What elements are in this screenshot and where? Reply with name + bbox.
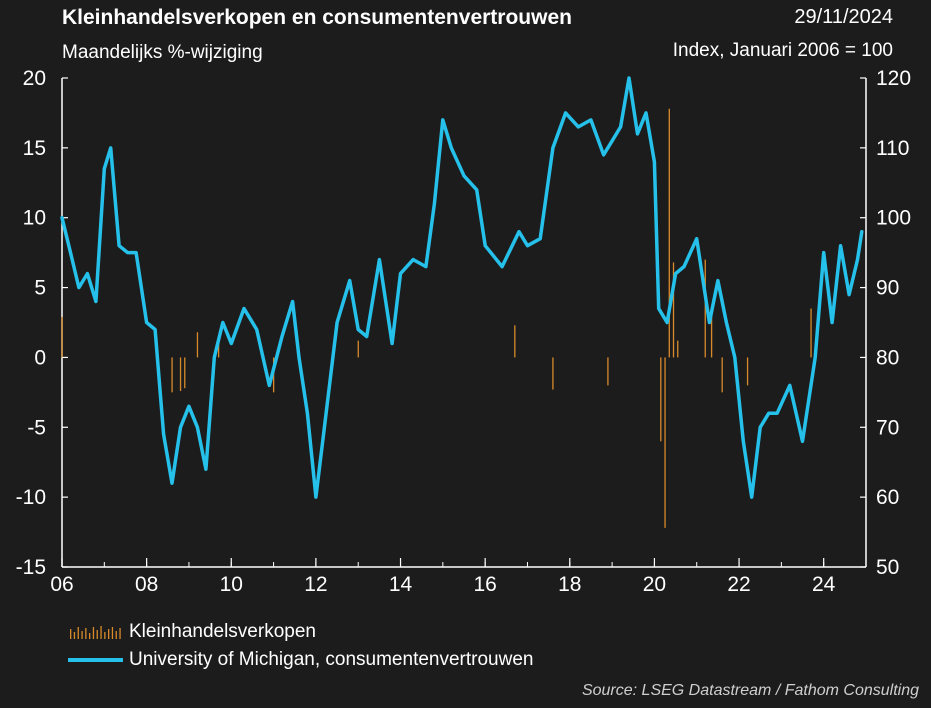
retail-bar (179, 357, 182, 391)
left-tick-label: -15 (16, 556, 46, 579)
retail-bar (357, 340, 359, 358)
legend-bar-stroke (100, 626, 102, 639)
legend-bar-stroke (70, 629, 72, 639)
legend-bar-stroke (77, 627, 79, 639)
right-axis-subtitle: Index, Januari 2006 = 100 (672, 40, 893, 61)
legend-item-retail: Kleinhandelsverkopen (68, 621, 316, 643)
retail-bar (664, 357, 666, 528)
retail-bar (704, 259, 706, 358)
x-tick-label: 16 (473, 573, 496, 596)
retail-bar (184, 357, 186, 389)
legend-bar-stroke (108, 629, 110, 639)
x-tick-label: 20 (643, 573, 666, 596)
x-tick-label: 12 (304, 573, 327, 596)
legend-bar-stroke (89, 633, 91, 639)
retail-bar (677, 340, 679, 358)
legend-bar-stroke (111, 627, 114, 639)
retail-bar (607, 357, 609, 386)
left-tick-label: 0 (34, 346, 46, 369)
right-tick-label: 50 (876, 556, 899, 579)
legend-line-swatch-icon (68, 658, 123, 662)
retail-bar (721, 357, 723, 393)
legend-label-sentiment: University of Michigan, consumentenvertr… (129, 649, 534, 670)
retail-bar (171, 357, 173, 393)
right-tick-label: 70 (876, 416, 899, 439)
retail-bar (810, 308, 812, 358)
right-tick-label: 100 (876, 207, 911, 230)
retail-bar (514, 325, 516, 358)
chart-title: Kleinhandelsverkopen en consumentenvertr… (62, 6, 572, 29)
sentiment-line (60, 76, 864, 499)
legend-bar-stroke (73, 632, 76, 639)
retail-bar (196, 332, 199, 358)
x-tick-label: 10 (220, 573, 243, 596)
right-tick-label: 110 (876, 137, 909, 160)
chart-date: 29/11/2024 (794, 6, 893, 28)
left-tick-label: 5 (34, 277, 46, 300)
legend-bar-stroke (85, 628, 87, 639)
left-tick-label: -10 (16, 486, 46, 509)
retail-bar (746, 357, 749, 386)
left-tick-label: -5 (27, 416, 46, 439)
legend-bar-stroke (119, 628, 121, 639)
retail-bar (61, 316, 63, 358)
x-tick-label: 22 (727, 573, 750, 596)
retail-bar (217, 337, 220, 358)
left-tick-label: 20 (23, 67, 46, 90)
left-tick-label: 10 (23, 207, 46, 230)
right-tick-label: 80 (876, 346, 899, 369)
left-axis-subtitle: Maandelijks %-wijziging (62, 42, 263, 63)
legend-bar-stroke (96, 630, 98, 639)
retail-bar (672, 262, 675, 358)
legend-bar-stroke (92, 627, 95, 639)
right-tick-label: 60 (876, 486, 899, 509)
x-tick-label: 24 (812, 573, 836, 596)
x-tick-label: 14 (389, 573, 413, 596)
source-note: Source: LSEG Datastream / Fathom Consult… (581, 682, 919, 699)
legend-bar-swatch-icon (70, 626, 121, 639)
right-tick-label: 120 (876, 67, 911, 90)
legend-item-sentiment: University of Michigan, consumentenvertr… (68, 649, 533, 671)
right-tick-label: 90 (876, 277, 899, 300)
legend-label-retail: Kleinhandelsverkopen (129, 621, 316, 642)
x-tick-label: 08 (135, 573, 158, 596)
legend-bar-stroke (115, 631, 117, 639)
legend-bar-stroke (81, 631, 83, 639)
legend-bar-stroke (104, 632, 106, 639)
retail-bar (668, 108, 670, 358)
left-tick-label: 15 (23, 137, 46, 160)
retail-bar (552, 357, 554, 390)
retail-bar (710, 315, 713, 358)
x-tick-label: 18 (558, 573, 581, 596)
x-tick-label: 06 (50, 573, 73, 596)
retail-bar (660, 357, 662, 442)
